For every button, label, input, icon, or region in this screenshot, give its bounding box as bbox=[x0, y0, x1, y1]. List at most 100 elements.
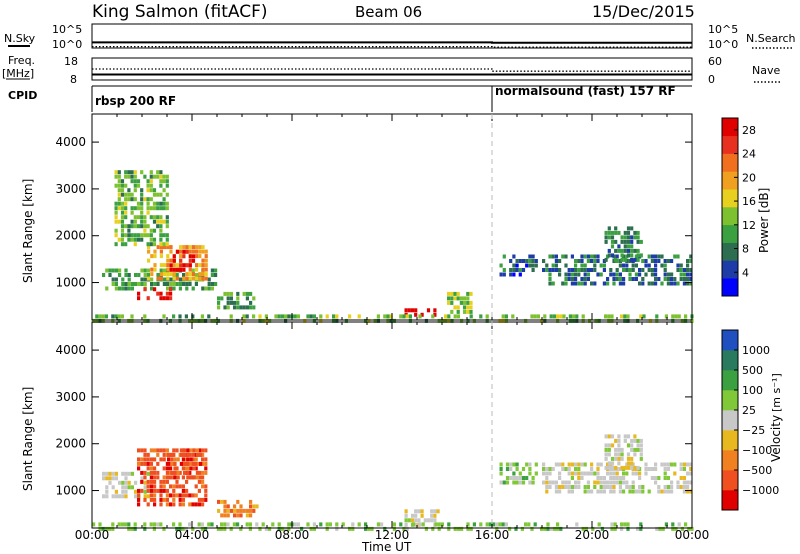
range-gate-cell bbox=[210, 318, 214, 323]
range-gate-cell bbox=[567, 489, 571, 494]
range-gate-cell bbox=[111, 476, 115, 481]
range-gate-cell bbox=[528, 263, 532, 268]
range-gate-cell bbox=[165, 497, 169, 502]
range-gate-cell bbox=[296, 314, 300, 319]
range-gate-cell bbox=[150, 272, 154, 277]
range-gate-cell bbox=[137, 497, 141, 502]
range-gate-cell bbox=[223, 522, 227, 527]
range-gate-cell bbox=[663, 489, 667, 494]
range-gate-cell bbox=[551, 254, 555, 259]
range-gate-cell bbox=[630, 244, 634, 249]
colorbar-frame bbox=[721, 117, 739, 297]
range-gate-cell bbox=[638, 272, 642, 277]
range-gate-cell bbox=[617, 230, 621, 235]
range-gate-cell bbox=[618, 476, 622, 480]
range-gate-cell bbox=[604, 239, 608, 244]
range-gate-cell bbox=[567, 480, 571, 485]
range-gate-cell bbox=[622, 277, 626, 281]
range-gate-cell bbox=[146, 502, 150, 507]
range-gate-cell bbox=[159, 170, 163, 175]
range-gate-cell bbox=[463, 296, 467, 301]
range-gate-cell bbox=[615, 277, 619, 281]
range-gate-cell bbox=[615, 471, 619, 476]
range-gate-cell bbox=[194, 502, 198, 507]
range-gate-cell bbox=[617, 244, 621, 249]
range-gate-cell bbox=[179, 263, 183, 268]
range-gate-cell bbox=[236, 291, 240, 296]
range-gate-cell bbox=[671, 522, 675, 527]
range-gate-cell bbox=[179, 448, 183, 453]
range-gate-cell bbox=[682, 467, 686, 471]
range-gate-cell bbox=[178, 282, 182, 286]
range-gate-cell bbox=[654, 259, 658, 263]
range-gate-cell bbox=[183, 470, 187, 475]
range-gate-cell bbox=[114, 170, 118, 175]
range-gate-cell bbox=[312, 314, 316, 319]
range-gate-cell bbox=[194, 282, 198, 286]
range-gate-cell bbox=[149, 479, 153, 484]
range-gate-cell bbox=[564, 272, 568, 277]
range-gate-cell bbox=[417, 509, 421, 514]
range-gate-cell bbox=[642, 314, 646, 319]
range-gate-cell bbox=[172, 448, 176, 453]
range-gate-cell bbox=[663, 471, 667, 476]
range-gate-cell bbox=[153, 488, 157, 493]
range-gate-cell bbox=[521, 467, 526, 471]
range-gate-cell bbox=[165, 296, 169, 301]
range-gate-cell bbox=[114, 228, 118, 233]
range-gate-cell bbox=[127, 480, 131, 485]
range-gate-cell bbox=[641, 277, 645, 281]
range-gate-cell bbox=[502, 254, 506, 259]
range-gate-cell bbox=[201, 448, 205, 453]
range-gate-cell bbox=[666, 485, 670, 489]
range-gate-cell bbox=[130, 170, 134, 175]
range-gate-cell bbox=[143, 277, 147, 282]
range-gate-cell bbox=[437, 526, 441, 531]
range-gate-cell bbox=[485, 314, 489, 319]
range-gate-cell bbox=[590, 462, 594, 467]
range-gate-cell bbox=[268, 526, 272, 531]
range-gate-cell bbox=[309, 526, 313, 531]
range-gate-cell bbox=[639, 443, 643, 448]
range-gate-cell bbox=[628, 489, 632, 494]
range-gate-cell bbox=[580, 471, 584, 476]
range-gate-cell bbox=[617, 438, 621, 443]
range-gate-cell bbox=[143, 461, 147, 466]
range-gate-cell bbox=[463, 300, 467, 305]
range-gate-cell bbox=[504, 522, 508, 527]
colorbar-swatch bbox=[722, 242, 738, 261]
range-gate-cell bbox=[111, 526, 115, 531]
x-tick-label: 16:00 bbox=[475, 528, 510, 542]
range-gate-cell bbox=[189, 457, 193, 462]
colorbar-tick-label: 12 bbox=[742, 219, 756, 232]
range-gate-cell bbox=[236, 499, 240, 504]
range-gate-cell bbox=[140, 479, 144, 484]
range-gate-cell bbox=[201, 258, 205, 263]
range-gate-cell bbox=[663, 268, 667, 272]
range-gate-cell bbox=[593, 259, 597, 263]
range-gate-cell bbox=[596, 480, 600, 485]
range-gate-cell bbox=[152, 219, 157, 224]
range-gate-cell bbox=[195, 245, 199, 250]
range-gate-cell bbox=[559, 526, 563, 531]
range-gate-cell bbox=[644, 272, 648, 277]
range-gate-cell bbox=[414, 509, 418, 514]
range-gate-cell bbox=[436, 509, 440, 514]
range-gate-cell bbox=[456, 314, 460, 319]
range-gate-cell bbox=[101, 526, 105, 531]
range-gate-cell bbox=[580, 476, 584, 480]
range-gate-cell bbox=[127, 192, 131, 197]
range-gate-cell bbox=[671, 526, 675, 531]
range-gate-cell bbox=[134, 480, 138, 485]
range-gate-cell bbox=[626, 248, 631, 253]
range-gate-cell bbox=[583, 254, 587, 259]
range-gate-cell bbox=[179, 254, 183, 259]
range-gate-cell bbox=[156, 470, 160, 475]
range-gate-cell bbox=[647, 263, 651, 268]
range-gate-cell bbox=[172, 493, 176, 498]
range-gate-cell bbox=[650, 281, 654, 286]
range-gate-cell bbox=[657, 485, 661, 489]
range-gate-cell bbox=[521, 259, 526, 263]
range-gate-cell bbox=[152, 174, 157, 179]
